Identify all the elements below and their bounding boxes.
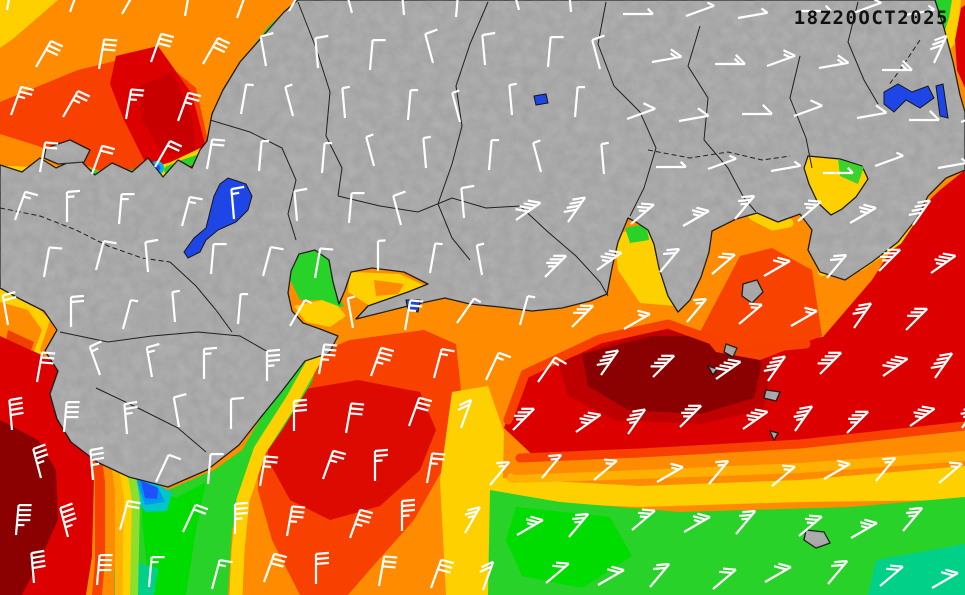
- timestamp-label: 18Z20OCT2025: [793, 7, 949, 29]
- lake: [183, 177, 253, 259]
- lake: [935, 83, 949, 119]
- lake: [533, 93, 549, 106]
- lake: [883, 83, 935, 113]
